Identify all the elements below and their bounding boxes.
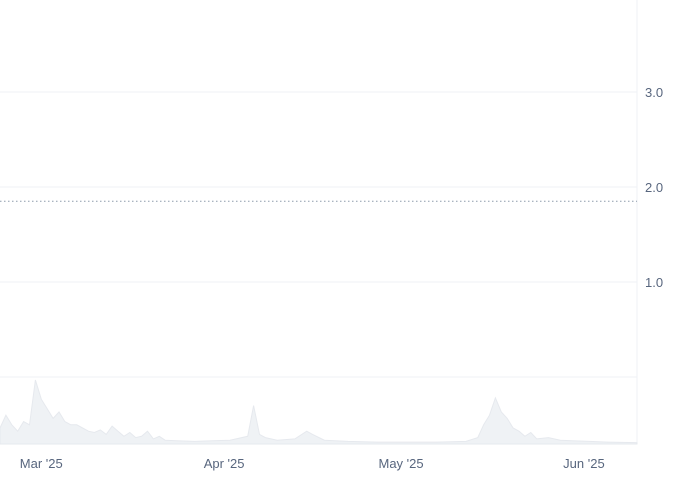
y-tick-label: 1.0	[645, 275, 663, 290]
volume-layer	[0, 379, 638, 445]
y-tick-label: 2.0	[645, 180, 663, 195]
x-tick-label: Mar '25	[20, 456, 63, 471]
x-axis: Mar '25 Apr '25 May '25 Jun '25	[20, 456, 605, 471]
x-tick-label: Apr '25	[204, 456, 245, 471]
y-tick-label: 3.0	[645, 85, 663, 100]
x-tick-label: May '25	[379, 456, 424, 471]
volume-area	[0, 379, 638, 445]
x-tick-label: Jun '25	[563, 456, 605, 471]
y-axis: 3.0 2.0 1.0	[645, 85, 663, 290]
grid-layer	[0, 0, 638, 445]
